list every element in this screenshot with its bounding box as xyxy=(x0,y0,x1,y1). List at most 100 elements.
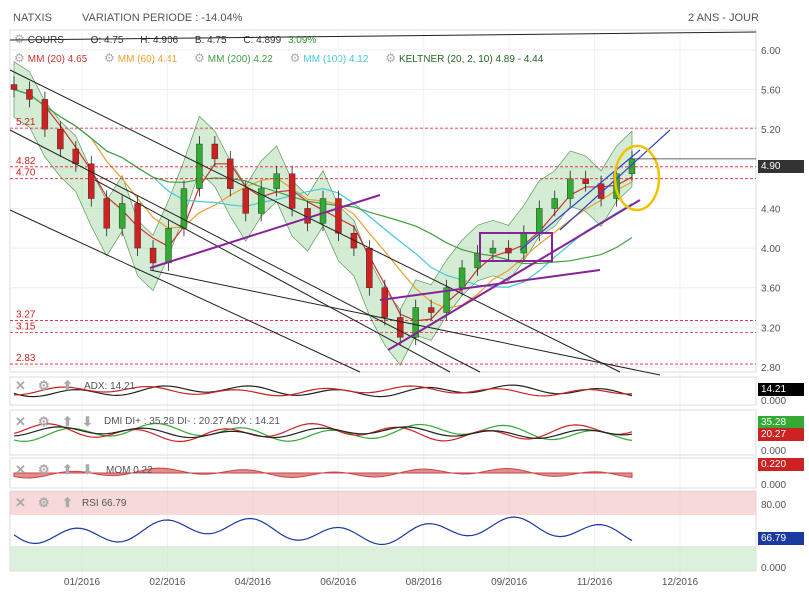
close-icon[interactable]: ✕ xyxy=(15,462,26,477)
x-tick-label: 04/2016 xyxy=(235,577,272,588)
close-icon[interactable]: ✕ xyxy=(15,378,26,393)
candle-body xyxy=(412,307,419,338)
candle-body xyxy=(288,173,296,209)
candle-body xyxy=(118,203,126,229)
candle-body xyxy=(273,173,280,189)
gear-icon[interactable]: ⚙ xyxy=(194,51,205,65)
candle-body xyxy=(211,143,219,160)
legend-mm60: MM (60) 4.41 xyxy=(117,54,178,65)
gear-icon[interactable]: ⚙ xyxy=(38,414,50,429)
dmi-panel xyxy=(9,409,757,456)
rsi-value-badge: 66.79 xyxy=(758,532,804,545)
close-icon[interactable]: ✕ xyxy=(15,414,26,429)
arrow-down-icon[interactable]: ⬇ xyxy=(82,462,93,477)
candle-body xyxy=(397,317,404,338)
legend-change: 3.09% xyxy=(287,35,317,46)
arrow-down-icon[interactable]: ⬇ xyxy=(82,414,93,429)
candle-body xyxy=(489,247,497,254)
di-plus-line xyxy=(13,422,633,442)
mom-y-tick: 0.000 xyxy=(761,480,786,491)
legend-keltner: KELTNER (20, 2, 10) 4.89 - 4.44 xyxy=(398,54,544,65)
gear-icon[interactable]: ⚙ xyxy=(14,51,25,65)
arrow-up-icon[interactable]: ⬆ xyxy=(62,378,73,393)
candle-body xyxy=(597,183,605,199)
candle-body xyxy=(180,188,188,229)
consolidation-box xyxy=(479,232,553,262)
rsi-y-tick: 80.00 xyxy=(761,500,786,511)
legend-mm20: MM (20) 4.65 xyxy=(27,54,88,65)
gear-icon[interactable]: ⚙ xyxy=(385,51,396,65)
y-tick-label: 4.00 xyxy=(761,244,781,255)
close-icon[interactable]: ✕ xyxy=(15,495,26,510)
y-tick-label: 4.40 xyxy=(761,204,781,215)
candle-body xyxy=(258,188,265,214)
level-label: 4.70 xyxy=(16,168,36,179)
x-tick-label: 02/2016 xyxy=(149,577,186,588)
y-tick-label: 3.60 xyxy=(761,284,781,295)
mom-area xyxy=(13,467,633,479)
trend-line-purple xyxy=(387,199,641,351)
rsi-y-tick: 0.000 xyxy=(761,563,786,574)
gear-icon[interactable]: ⚙ xyxy=(38,378,50,393)
candle-body xyxy=(57,128,64,150)
dmi-adx-line xyxy=(13,426,633,439)
chart-header: NATXIS VARIATION PERIODE : -14.04% 2 ANS… xyxy=(0,0,809,30)
mom-label: MOM 0.22 xyxy=(106,465,153,476)
adx-panel xyxy=(9,376,757,406)
adx-line xyxy=(13,384,633,398)
candle-body xyxy=(134,203,141,249)
rsi-line xyxy=(13,516,633,546)
period-label[interactable]: 2 ANS - JOUR xyxy=(688,12,759,24)
candle-body xyxy=(88,163,95,199)
candle-body xyxy=(567,178,574,199)
candle-body xyxy=(165,228,172,264)
dmi-y-tick: 0.000 xyxy=(761,446,786,457)
y-tick-label: 6.00 xyxy=(761,46,781,57)
level-label: 3.27 xyxy=(16,309,36,320)
x-tick-label: 08/2016 xyxy=(406,577,443,588)
legend-mm200: MM (200) 4.22 xyxy=(207,54,273,65)
y-tick-label: 5.60 xyxy=(761,85,781,96)
arrow-up-icon[interactable]: ⬆ xyxy=(62,462,73,477)
candle-body xyxy=(149,247,157,264)
trend-line-purple xyxy=(379,269,601,301)
trend-line xyxy=(9,69,621,373)
di-plus-badge: 35.28 xyxy=(758,416,804,429)
legend-mm100: MM (100) 4.12 xyxy=(303,54,369,65)
trend-line xyxy=(94,179,451,373)
arrow-up-icon[interactable]: ⬆ xyxy=(62,414,73,429)
variation-label: VARIATION PERIODE : -14.04% xyxy=(82,12,243,24)
y-tick-label: 3.20 xyxy=(761,323,781,334)
gear-icon[interactable]: ⚙ xyxy=(104,51,115,65)
legend-cours: ⚙ COURS O: 4.75 H: 4.906 B: 4.75 C: 4.899… xyxy=(14,32,316,46)
candle-body xyxy=(366,247,373,288)
candle-body xyxy=(381,287,388,318)
candle-body xyxy=(41,99,49,130)
rsi-label: RSI 66.79 xyxy=(82,498,127,509)
candle-body xyxy=(227,158,234,189)
gear-icon[interactable]: ⚙ xyxy=(289,51,301,65)
gear-icon[interactable]: ⚙ xyxy=(38,495,50,510)
gear-icon[interactable]: ⚙ xyxy=(14,32,25,46)
trend-line xyxy=(149,269,661,376)
candle-body xyxy=(10,84,18,90)
candle-body xyxy=(458,267,466,288)
di-minus-badge: 20.27 xyxy=(758,428,804,441)
x-tick-label: 12/2016 xyxy=(662,577,699,588)
level-label: 3.15 xyxy=(16,321,36,332)
candle-body xyxy=(505,247,512,254)
arrow-up-icon[interactable]: ⬆ xyxy=(62,495,73,510)
legend-low: B: 4.75 xyxy=(194,35,227,46)
gear-icon[interactable]: ⚙ xyxy=(38,462,50,477)
y-tick-label: 2.80 xyxy=(761,363,781,374)
mom-panel xyxy=(9,457,757,489)
main-plot-frame xyxy=(9,29,757,373)
candle-body xyxy=(520,233,528,254)
symbol-label: NATXIS xyxy=(13,12,52,24)
legend-high: H: 4.906 xyxy=(140,35,179,46)
candle-body xyxy=(72,148,80,165)
candle-body xyxy=(427,307,435,313)
candle-body xyxy=(551,198,558,209)
y-tick-label: 5.20 xyxy=(761,125,781,136)
